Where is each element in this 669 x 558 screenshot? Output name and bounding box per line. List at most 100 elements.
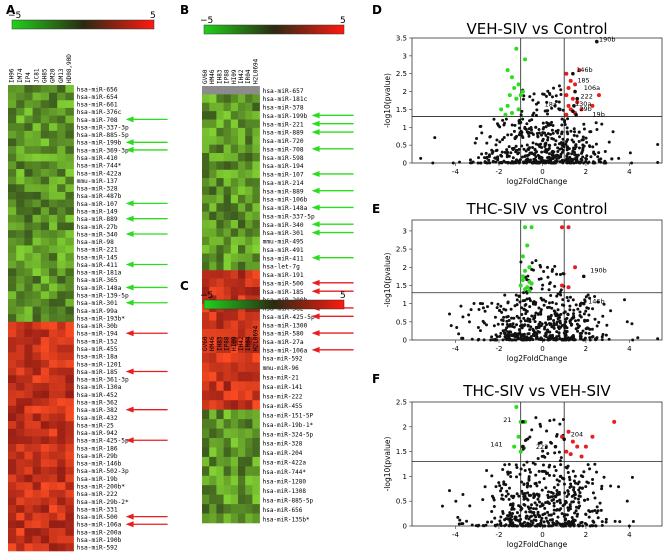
heatmap-cell [40, 268, 50, 277]
data-point [535, 108, 539, 112]
heatmap-cell [238, 312, 246, 321]
data-point [529, 510, 533, 514]
data-point [521, 160, 525, 164]
data-point [522, 316, 526, 320]
heatmap-cell [65, 466, 74, 475]
heatmap-cell [16, 161, 25, 170]
heatmap-cell [49, 505, 58, 514]
data-point [529, 514, 533, 518]
heatmap-cell [238, 295, 246, 305]
y-tick-label: 1.5 [396, 282, 407, 290]
heatmap-cell [223, 270, 232, 279]
heatmap-cell [57, 512, 66, 521]
downregulated-point [516, 434, 521, 439]
y-tick-label: 3 [403, 227, 407, 235]
data-point [518, 331, 522, 335]
labeled-point [562, 437, 566, 442]
heatmap-cell [216, 194, 224, 204]
data-point [570, 152, 574, 156]
heatmap-cell [16, 337, 25, 346]
heatmap-cell [8, 291, 17, 300]
heatmap-cell [202, 127, 210, 137]
data-point [630, 161, 634, 165]
red-arrow-head [311, 313, 320, 320]
heatmap-cell [24, 344, 33, 353]
row-label: hsa-miR-657 [263, 88, 304, 95]
heatmap-cell [202, 153, 210, 162]
data-point [575, 514, 579, 518]
heatmap-cell [209, 169, 217, 179]
heatmap-cell [40, 100, 50, 109]
point-label: 130a [575, 100, 591, 108]
heatmap-cell [65, 222, 74, 231]
data-point [518, 300, 522, 304]
downregulated-point [514, 46, 519, 51]
row-label: hsa-miR-185 [263, 289, 304, 296]
heatmap-cell [202, 228, 210, 238]
data-point [577, 139, 581, 143]
row-label: hsa-miR-148a [77, 285, 122, 292]
data-point [509, 475, 513, 479]
y-tick-label: 2 [403, 264, 407, 272]
data-point [600, 335, 604, 339]
heatmap-cell [238, 86, 246, 95]
heatmap-cell [57, 543, 66, 552]
heatmap-cell [40, 535, 50, 544]
data-point [604, 520, 608, 524]
heatmap-cell [202, 295, 210, 305]
data-point [583, 319, 587, 323]
data-point [579, 157, 583, 161]
heatmap-cell [202, 345, 210, 355]
data-point [495, 523, 499, 527]
heatmap-cell [40, 474, 50, 483]
data-point [520, 109, 524, 113]
labeled-point [558, 107, 562, 112]
downregulated-point [520, 254, 525, 259]
heatmap-cell [65, 146, 74, 155]
heatmap-cell [49, 237, 58, 246]
heatmap-cell [202, 466, 210, 477]
heatmap-cell [8, 184, 17, 193]
data-point [550, 300, 554, 304]
data-point [499, 524, 503, 528]
heatmap-cell [65, 398, 74, 407]
heatmap-cell [49, 85, 58, 93]
data-point [591, 145, 595, 149]
heatmap-cell [230, 253, 239, 263]
row-label: hsa-miR-139-5p [77, 293, 129, 300]
data-point [502, 482, 506, 486]
heatmap-cell [65, 489, 74, 498]
data-point [578, 491, 582, 495]
data-point [559, 288, 563, 292]
data-point [555, 499, 559, 503]
heatmap-cell [40, 222, 50, 231]
data-point [582, 122, 586, 126]
heatmap-cell [57, 505, 66, 514]
heatmap-cell [16, 275, 25, 284]
heatmap-cell [238, 136, 246, 145]
upregulated-point [568, 78, 573, 83]
panel-label-c: C [180, 279, 189, 293]
heatmap-cell [32, 428, 42, 437]
data-point [537, 161, 541, 165]
data-point [517, 328, 521, 332]
upregulated-point [577, 68, 582, 73]
data-point [584, 485, 588, 489]
heatmap-cell [32, 489, 42, 498]
data-point [593, 462, 597, 466]
data-point [543, 150, 547, 154]
heatmap-cell [245, 287, 253, 296]
heatmap-cell [202, 400, 210, 410]
heatmap-cell [8, 161, 17, 170]
heatmap-cell [16, 92, 25, 101]
data-point [559, 456, 563, 460]
data-point [550, 95, 554, 99]
data-point [582, 470, 586, 474]
heatmap-cell [216, 466, 224, 477]
heatmap-cell [32, 344, 42, 353]
heatmap-cell [49, 444, 58, 452]
heatmap-cell [8, 85, 17, 93]
data-point [547, 465, 551, 469]
upregulated-point [573, 265, 578, 270]
